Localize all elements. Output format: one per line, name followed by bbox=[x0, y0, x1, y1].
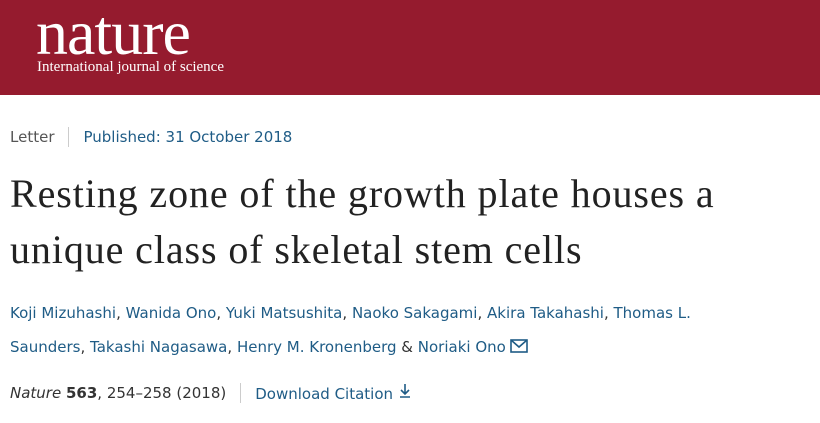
brand[interactable]: nature bbox=[36, 0, 191, 68]
author[interactable]: Koji Mizuhashi bbox=[10, 304, 117, 322]
email-icon[interactable] bbox=[510, 339, 528, 353]
article-title: Resting zone of the growth plate houses … bbox=[10, 171, 715, 272]
author[interactable]: Naoko Sakagami bbox=[351, 304, 478, 322]
divider bbox=[68, 127, 70, 147]
author[interactable]: Noriaki Ono bbox=[417, 338, 506, 356]
citation: Nature 563, 254–258 (2018) Download Cita… bbox=[10, 383, 412, 403]
journal: Nature bbox=[10, 384, 62, 402]
pages-year: , 254–258 (2018) bbox=[97, 384, 227, 402]
author[interactable]: Henry M. Kronenberg bbox=[236, 338, 397, 356]
published-date: Published: 31 October 2018 bbox=[83, 128, 293, 146]
download-label: Download Citation bbox=[255, 385, 394, 403]
masthead: nature International journal of science bbox=[0, 0, 820, 95]
separator: , bbox=[116, 304, 121, 322]
author[interactable]: Takashi Nagasawa bbox=[90, 338, 228, 356]
author[interactable]: Akira Takahashi bbox=[487, 304, 604, 322]
separator: , bbox=[216, 304, 222, 322]
author[interactable]: Yuki Matsushita bbox=[225, 304, 343, 322]
tagline: International journal of science bbox=[37, 59, 225, 75]
author[interactable]: Wanida Ono bbox=[125, 304, 217, 322]
separator: , bbox=[342, 304, 348, 322]
article-meta: Letter Published: 31 October 2018 bbox=[10, 127, 292, 147]
download-icon bbox=[399, 384, 410, 398]
separator: , bbox=[227, 338, 233, 356]
separator: , bbox=[603, 304, 609, 322]
divider bbox=[240, 383, 242, 403]
last-separator: & bbox=[401, 338, 413, 356]
volume: 563 bbox=[65, 384, 98, 402]
author-list: Koji Mizuhashi, Wanida Ono, Yuki Matsush… bbox=[10, 296, 770, 364]
article-type: Letter bbox=[10, 128, 55, 146]
separator: , bbox=[80, 338, 86, 356]
download-citation[interactable]: Download Citation bbox=[255, 383, 412, 403]
separator: , bbox=[477, 304, 483, 322]
author[interactable]: Thomas L. Saunders bbox=[10, 304, 691, 356]
